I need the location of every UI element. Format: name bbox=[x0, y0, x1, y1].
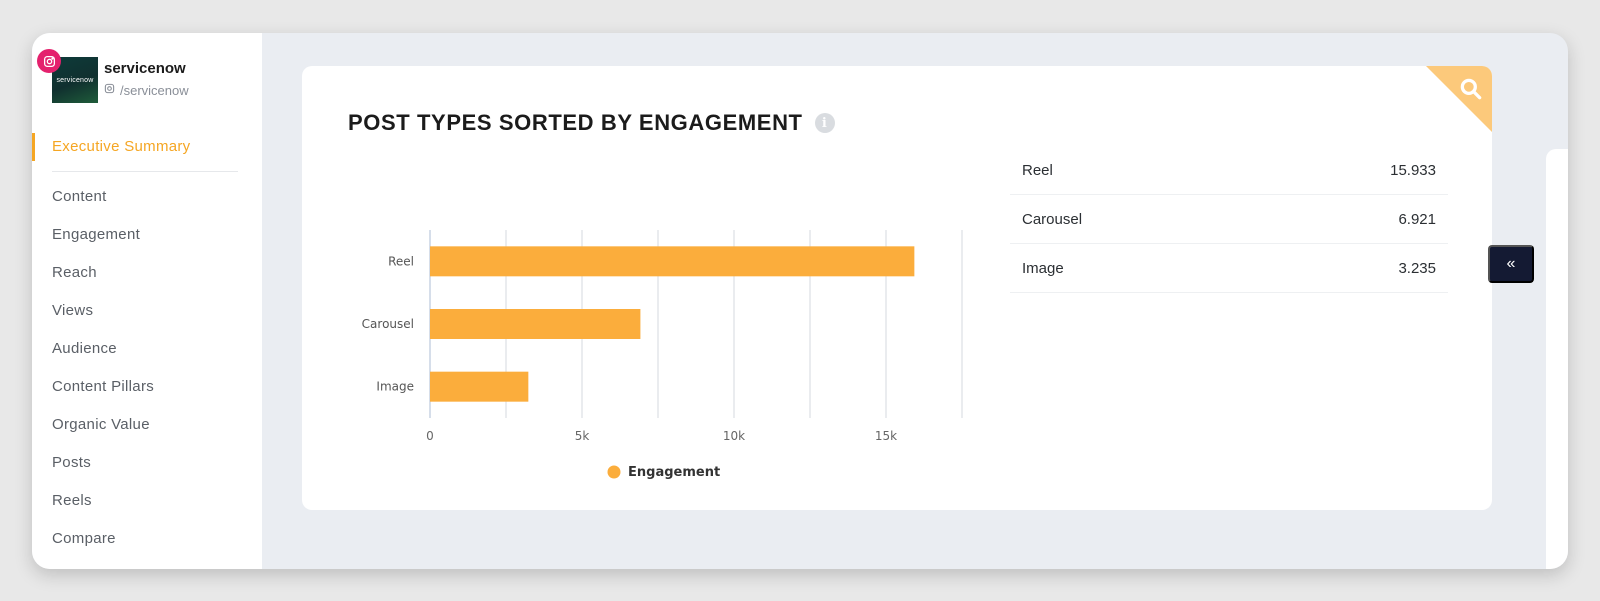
x-tick-label: 5k bbox=[575, 429, 590, 443]
instagram-icon bbox=[37, 49, 61, 73]
x-tick-label: 0 bbox=[426, 429, 434, 443]
sidebar-item-reels[interactable]: Reels bbox=[52, 492, 92, 509]
engagement-bar-chart: 0 5k 10k 15k Reel Carousel Image Engagement bbox=[362, 230, 963, 480]
bar-reel bbox=[430, 246, 915, 277]
collapse-panel-button[interactable]: « bbox=[1488, 245, 1534, 283]
sidebar-item-compare[interactable]: Compare bbox=[52, 530, 116, 547]
table-cell-value: 15.933 bbox=[1390, 161, 1436, 179]
card-title: POST TYPES SORTED BY ENGAGEMENT i bbox=[348, 110, 835, 136]
table-row: Reel 15.933 bbox=[1010, 146, 1448, 195]
y-category-label: Reel bbox=[388, 254, 414, 268]
profile-handle: /servicenow bbox=[120, 82, 189, 98]
profile-handle-row: /servicenow bbox=[104, 81, 189, 99]
sidebar-item-audience[interactable]: Audience bbox=[52, 340, 117, 357]
bar-carousel bbox=[430, 309, 641, 339]
app-window: servicenow servicenow /servicenow bbox=[32, 33, 1568, 569]
x-tick-label: 15k bbox=[875, 429, 897, 443]
table-row: Carousel 6.921 bbox=[1010, 195, 1448, 244]
sidebar-item-content[interactable]: Content bbox=[52, 188, 107, 205]
x-tick-label: 10k bbox=[723, 429, 745, 443]
sidebar-item-views[interactable]: Views bbox=[52, 302, 94, 319]
sidebar-nav: Executive Summary Content Engagement Rea… bbox=[32, 133, 262, 558]
post-types-card: POST TYPES SORTED BY ENGAGEMENT i 0 5k 10k… bbox=[302, 66, 1492, 510]
avatar-logo-text: servicenow bbox=[56, 76, 94, 84]
table-row: Image 3.235 bbox=[1010, 244, 1448, 293]
y-category-label: Carousel bbox=[362, 317, 414, 331]
sidebar-item-engagement[interactable]: Engagement bbox=[52, 226, 141, 243]
card-title-text: POST TYPES SORTED BY ENGAGEMENT bbox=[348, 110, 803, 135]
legend-marker bbox=[607, 465, 621, 479]
nav-divider bbox=[52, 171, 238, 172]
table-cell-label: Reel bbox=[1022, 161, 1053, 179]
table-cell-value: 6.921 bbox=[1398, 210, 1436, 228]
instagram-small-icon bbox=[104, 81, 115, 99]
sidebar-item-posts[interactable]: Posts bbox=[52, 454, 92, 471]
post-type-table: Reel 15.933 Carousel 6.921 Image 3.235 bbox=[1010, 146, 1448, 293]
sidebar-item-reach[interactable]: Reach bbox=[52, 264, 97, 281]
sidebar-item-content-pillars[interactable]: Content Pillars bbox=[52, 378, 155, 395]
table-cell-label: Carousel bbox=[1022, 210, 1083, 228]
table-cell-label: Image bbox=[1022, 259, 1064, 277]
profile-name: servicenow bbox=[104, 60, 186, 77]
legend-label: Engagement bbox=[628, 465, 720, 480]
info-icon[interactable]: i bbox=[814, 113, 835, 133]
sidebar: servicenow servicenow /servicenow bbox=[32, 33, 262, 569]
sidebar-item-organic-value[interactable]: Organic Value bbox=[52, 416, 150, 433]
profile-header[interactable]: servicenow servicenow /servicenow bbox=[37, 49, 252, 105]
right-panel-rail bbox=[1546, 149, 1568, 569]
corner-search-tab[interactable] bbox=[1426, 66, 1492, 132]
bar-image bbox=[430, 371, 529, 402]
table-cell-value: 3.235 bbox=[1398, 259, 1436, 277]
sidebar-item-executive-summary[interactable]: Executive Summary bbox=[32, 133, 262, 161]
y-category-label: Image bbox=[376, 380, 414, 394]
search-icon[interactable] bbox=[1458, 76, 1484, 107]
